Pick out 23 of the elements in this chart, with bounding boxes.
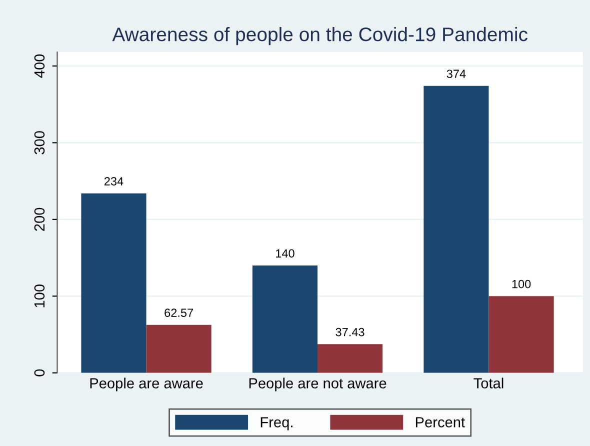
y-tick-label: 0 [34, 369, 45, 376]
y-tick-label: 200 [34, 208, 45, 231]
x-tick-label: Total [474, 378, 504, 388]
data-label: 37.43 [336, 328, 364, 336]
data-label: 234 [104, 177, 124, 186]
bar [81, 193, 146, 373]
bar [146, 324, 212, 373]
x-tick-label: People are aware [90, 378, 203, 392]
chart-title: Awareness of people on the Covid-19 Pandemic [112, 26, 528, 46]
data-label: 100 [512, 280, 531, 288]
data-label: 62.57 [164, 308, 193, 317]
data-label: 140 [276, 249, 294, 258]
x-tick-label: People are not aware [249, 378, 386, 392]
data-label: 374 [446, 70, 466, 78]
bar [424, 86, 489, 373]
bar [488, 296, 554, 373]
legend-label: Freq. [260, 417, 292, 430]
y-tick-label: 400 [34, 54, 45, 78]
bar [252, 265, 318, 373]
bar [318, 344, 383, 373]
y-tick-label: 300 [34, 131, 45, 154]
y-tick-label: 100 [34, 284, 45, 308]
legend-label: Percent [416, 417, 465, 428]
